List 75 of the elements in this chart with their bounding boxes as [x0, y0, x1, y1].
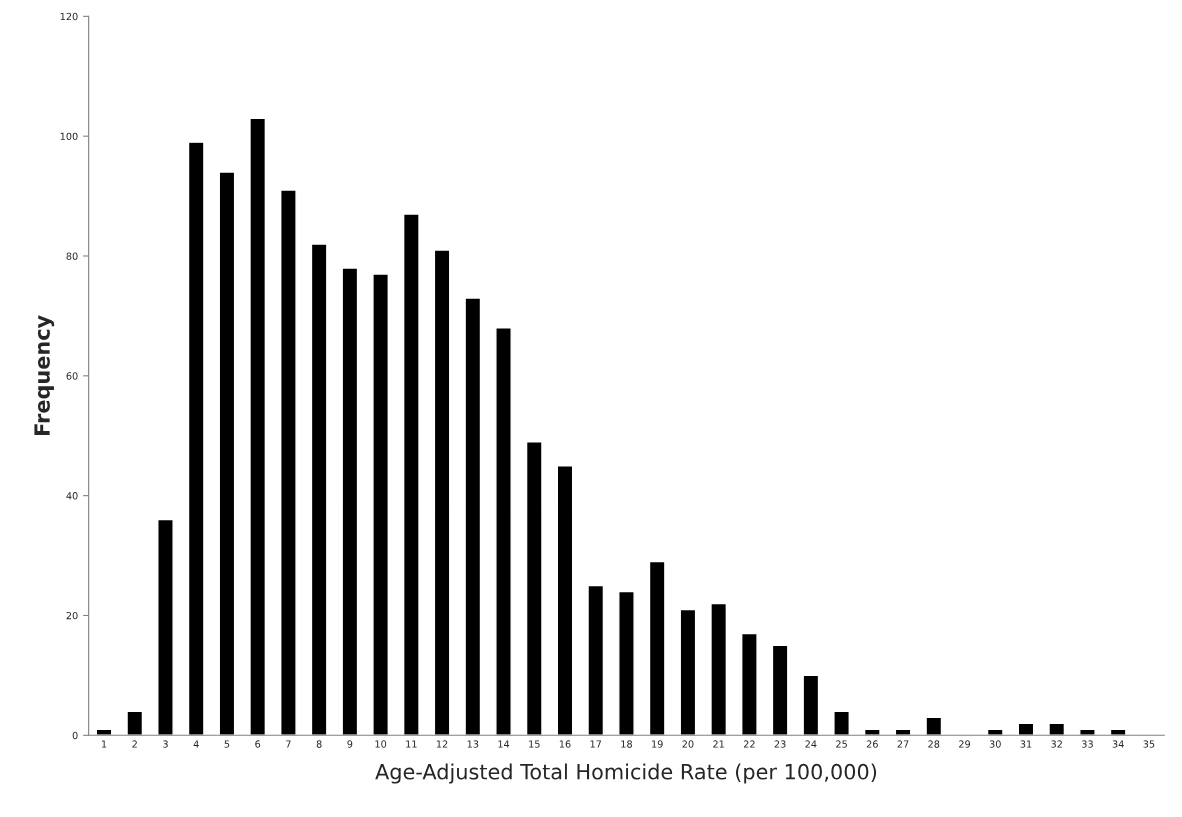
x-tick-label: 17	[590, 740, 602, 748]
x-tick-label: 28	[928, 740, 940, 748]
x-tick-label: 27	[897, 740, 909, 748]
x-tick-label: 12	[436, 740, 448, 748]
bar	[372, 273, 389, 736]
x-tick-label: 22	[743, 740, 755, 748]
bar	[618, 590, 635, 736]
x-tick-label: 14	[498, 740, 510, 748]
bar	[1048, 722, 1066, 736]
x-tick-label: 20	[682, 740, 694, 748]
x-tick-label: 6	[255, 740, 261, 748]
x-tick-label: 21	[713, 740, 724, 748]
bar	[187, 141, 205, 736]
y-tick-label: 80	[66, 252, 78, 260]
x-tick-label: 24	[805, 740, 817, 748]
x-tick-label: 11	[406, 740, 417, 748]
bar	[802, 674, 820, 736]
x-tick-label: 13	[467, 740, 479, 748]
bar	[1079, 728, 1096, 736]
bar	[157, 518, 174, 736]
x-tick-label: 26	[866, 740, 878, 748]
bar	[341, 267, 359, 736]
x-tick-label: 3	[163, 740, 168, 748]
x-tick-label: 8	[316, 740, 322, 748]
y-tick-label: 60	[66, 372, 78, 380]
bar	[679, 608, 697, 736]
y-tick-label: 120	[60, 12, 78, 21]
bar	[402, 213, 420, 736]
y-axis-title: Frequency	[34, 315, 55, 435]
bar	[310, 243, 328, 736]
x-tick-label: 31	[1020, 740, 1032, 748]
bar	[925, 716, 943, 736]
x-tick-label: 2	[132, 740, 137, 748]
bar	[833, 710, 850, 736]
x-axis-title: Age-Adjusted Total Homicide Rate (per 100,000)	[375, 763, 877, 784]
x-tick-label: 18	[621, 740, 632, 748]
y-tick-label: 0	[72, 731, 78, 740]
x-tick-label: 35	[1143, 740, 1155, 748]
bar	[556, 464, 574, 736]
bar	[863, 728, 881, 736]
bar	[249, 117, 267, 736]
bar	[710, 602, 728, 736]
bar	[587, 584, 605, 736]
x-tick-label: 4	[193, 740, 199, 748]
x-tick-label: 9	[347, 740, 353, 748]
y-tick-label: 100	[60, 132, 78, 140]
x-tick-label: 19	[652, 740, 663, 748]
x-tick-label: 1	[101, 740, 107, 748]
x-tick-label: 15	[529, 740, 540, 748]
x-tick-label: 29	[959, 740, 971, 748]
x-tick-label: 34	[1112, 740, 1124, 748]
bar	[771, 644, 789, 736]
y-tick-label: 20	[66, 611, 78, 620]
x-tick-label: 25	[836, 740, 847, 748]
bar	[525, 441, 543, 736]
bar	[433, 249, 451, 736]
bar	[741, 632, 758, 736]
bar	[464, 297, 482, 736]
x-tick-label: 32	[1051, 740, 1062, 748]
y-tick-label: 40	[66, 492, 78, 500]
bar	[1017, 722, 1035, 736]
bar	[495, 327, 512, 736]
x-tick-label: 23	[774, 740, 786, 748]
x-tick-label: 7	[286, 740, 291, 748]
x-tick-label: 30	[989, 740, 1001, 748]
bar	[1109, 728, 1127, 736]
bar	[986, 728, 1004, 736]
x-tick-label: 33	[1082, 740, 1093, 748]
bar	[648, 560, 666, 736]
bar	[280, 189, 297, 736]
x-tick-label: 5	[224, 740, 230, 748]
x-tick-label: 10	[375, 740, 387, 748]
bar	[126, 710, 144, 736]
bar	[218, 171, 236, 736]
x-tick-label: 16	[559, 740, 571, 748]
